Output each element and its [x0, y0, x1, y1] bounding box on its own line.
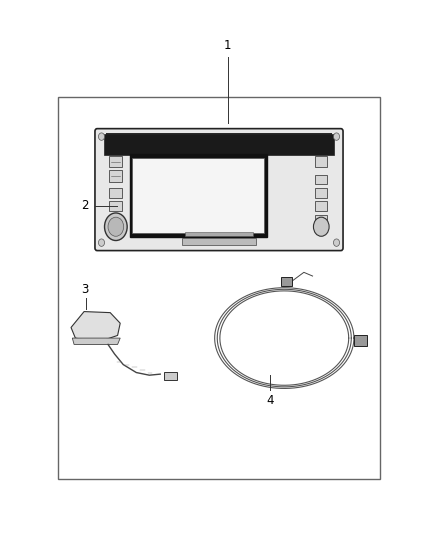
Text: 1: 1: [224, 39, 231, 52]
Bar: [315, 188, 327, 198]
Bar: [110, 215, 121, 224]
Circle shape: [99, 239, 105, 246]
Bar: [110, 201, 121, 211]
Bar: [354, 335, 367, 345]
FancyBboxPatch shape: [95, 128, 343, 251]
Bar: [315, 201, 327, 211]
Bar: [315, 215, 327, 224]
Circle shape: [105, 213, 127, 240]
Text: 4: 4: [267, 394, 274, 407]
Bar: [164, 372, 177, 381]
Circle shape: [99, 133, 105, 140]
Circle shape: [108, 217, 124, 236]
Bar: [58, 97, 380, 479]
Bar: [110, 170, 121, 182]
Bar: [110, 188, 121, 198]
Text: 2: 2: [81, 199, 88, 212]
Text: 3: 3: [81, 282, 88, 296]
Circle shape: [333, 239, 339, 246]
Bar: [185, 232, 253, 236]
Bar: [104, 134, 334, 155]
Polygon shape: [71, 312, 120, 342]
Bar: [183, 238, 255, 245]
Circle shape: [314, 217, 329, 236]
Polygon shape: [72, 338, 120, 344]
Bar: [110, 156, 121, 167]
Circle shape: [333, 133, 339, 140]
Bar: [315, 156, 327, 167]
Bar: [315, 175, 327, 184]
Bar: [106, 133, 332, 150]
Bar: [130, 154, 267, 237]
Bar: [132, 158, 264, 233]
Bar: [281, 277, 292, 286]
